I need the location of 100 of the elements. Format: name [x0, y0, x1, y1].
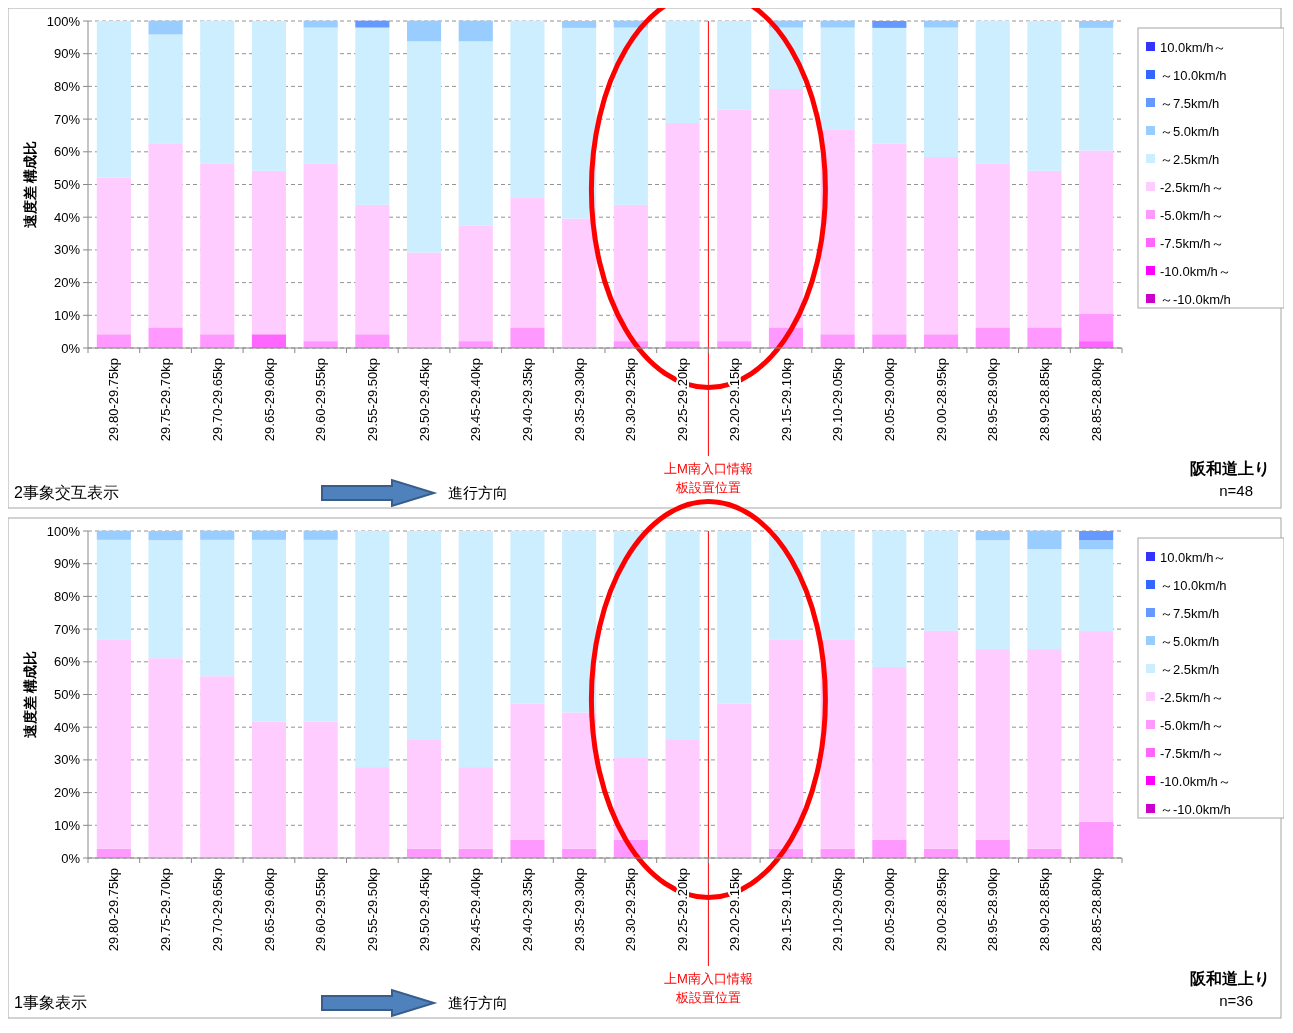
x-tick-label: 29.00-28.95kp [933, 868, 949, 952]
x-tick-label: 29.30-29.25kp [623, 358, 639, 442]
bar [303, 539, 338, 722]
legend-label: ～5.0km/h [1160, 123, 1220, 139]
bar [872, 839, 907, 858]
bar [923, 20, 959, 28]
bar [613, 204, 648, 342]
x-tick-label: 29.70-29.65kp [209, 358, 225, 442]
bar [613, 27, 648, 205]
bar [200, 163, 235, 335]
x-tick-label: 29.10-29.05kp [830, 868, 846, 952]
bar [717, 21, 752, 110]
bar [1027, 327, 1062, 348]
x-tick-label: 28.95-28.90kp [985, 358, 1001, 442]
bar [355, 204, 390, 335]
bar [1027, 649, 1062, 849]
x-tick-label: 29.00-28.95kp [933, 358, 949, 442]
bar [458, 41, 493, 226]
bar [148, 540, 183, 659]
bar [717, 703, 752, 858]
legend-label: ～2.5km/h [1160, 151, 1220, 167]
bar [820, 531, 855, 640]
x-tick-label: 29.35-29.30kp [571, 358, 587, 442]
bar [820, 27, 855, 130]
text: 阪和道上り [1190, 970, 1270, 987]
bar [872, 21, 907, 28]
bar [975, 839, 1010, 858]
x-tick-label: 29.55-29.50kp [364, 358, 380, 442]
y-tick-label: 70% [53, 111, 81, 127]
bar [1079, 549, 1114, 632]
bar [96, 21, 131, 178]
bar [510, 703, 545, 840]
bar [872, 667, 907, 840]
y-tick-label: 10% [53, 307, 81, 323]
bar [355, 334, 390, 348]
y-tick-label: 20% [53, 275, 81, 291]
y-tick-label: 100% [46, 523, 81, 539]
bar [406, 252, 442, 348]
x-tick-label: 29.10-29.05kp [830, 358, 846, 442]
y-tick-label: 80% [53, 588, 81, 604]
bar [251, 334, 287, 348]
bar [458, 531, 493, 768]
x-tick-label: 29.60-29.55kp [313, 868, 329, 952]
legend-label: -2.5km/h～ [1160, 179, 1224, 195]
legend-label: 10.0km/h～ [1160, 39, 1227, 55]
bar [665, 531, 700, 740]
legend-label: 10.0km/h～ [1160, 549, 1227, 565]
bar [251, 539, 287, 722]
y-tick-label: 70% [53, 621, 81, 637]
bar [1027, 548, 1062, 650]
x-tick-label: 29.45-29.40kp [468, 358, 484, 442]
x-tick-label: 29.80-29.75kp [106, 358, 122, 442]
bar [458, 225, 493, 342]
bar [1079, 313, 1114, 342]
x-tick-label: 28.95-28.90kp [985, 868, 1001, 952]
bar [562, 27, 597, 219]
x-tick-label: 29.40-29.35kp [520, 358, 535, 442]
text: 進行方向 [448, 994, 508, 1011]
bar [1079, 540, 1114, 550]
bar [303, 530, 338, 540]
bar [768, 639, 804, 849]
legend-label: ～-10.0km/h [1160, 801, 1231, 817]
bar [975, 163, 1010, 328]
x-tick-label: 29.45-29.40kp [468, 868, 484, 952]
y-tick-label: 0% [61, 850, 81, 866]
text: 進行方向 [448, 484, 508, 501]
legend-label: ～5.0km/h [1160, 633, 1220, 649]
x-tick-label: 29.25-29.20kp [675, 868, 691, 952]
bar [872, 143, 907, 335]
y-tick-label: 40% [53, 209, 81, 225]
bar [510, 839, 545, 858]
bar [96, 539, 131, 640]
bar [1079, 150, 1114, 314]
bar [303, 721, 338, 858]
bar [1027, 530, 1062, 549]
bar [251, 21, 287, 171]
x-tick-label: 29.05-29.00kp [881, 868, 897, 952]
bar [872, 27, 907, 144]
bar [406, 739, 442, 849]
bar [820, 129, 855, 335]
y-tick-label: 50% [53, 177, 81, 193]
bar [923, 157, 959, 335]
x-tick-label: 29.75-29.70kp [158, 868, 174, 952]
bar [613, 757, 648, 840]
y-tick-label: 90% [53, 46, 81, 62]
bar [562, 530, 597, 713]
bar [1027, 21, 1062, 171]
bar [923, 630, 959, 849]
text: n=36 [1219, 992, 1253, 1009]
bar [1079, 27, 1114, 151]
bar [1027, 848, 1062, 858]
bar [458, 767, 493, 849]
x-tick-label: 29.30-29.25kp [623, 868, 639, 952]
bar [717, 109, 752, 342]
legend-label: ～-10.0km/h [1160, 291, 1231, 307]
x-tick-label: 29.70-29.65kp [209, 868, 225, 952]
x-tick-label: 29.80-29.75kp [106, 868, 122, 952]
bar [355, 531, 390, 768]
y-tick-label: 30% [53, 752, 81, 768]
bar [768, 89, 804, 328]
